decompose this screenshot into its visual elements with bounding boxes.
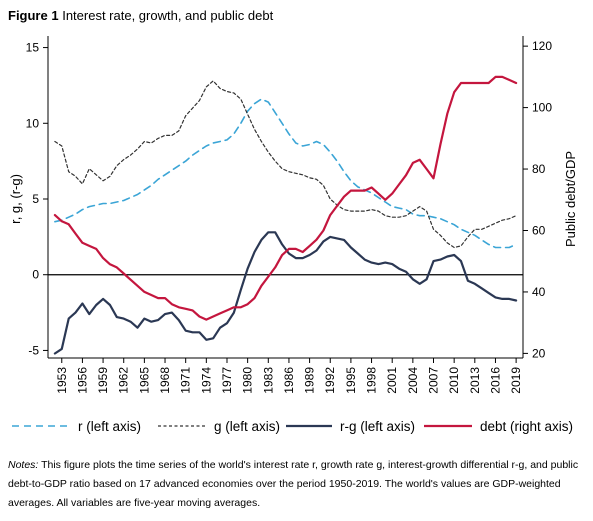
x-tick-label: 1971 xyxy=(179,367,193,394)
x-tick-label: 1992 xyxy=(323,367,337,394)
x-tick-label: 1953 xyxy=(55,367,69,394)
x-tick-label: 1980 xyxy=(241,367,255,394)
right-tick-label: 20 xyxy=(532,346,546,360)
series-layer xyxy=(53,75,518,355)
x-tick-label: 1986 xyxy=(282,367,296,394)
series-line-debt xyxy=(53,75,518,321)
series-line-rg xyxy=(53,231,518,355)
x-tick-label: 1959 xyxy=(96,367,110,394)
series-line-g xyxy=(54,80,517,249)
x-axis: 1953 1956 1959 1962 1965 1968 1971 1974 1977 1980… xyxy=(55,358,523,394)
left-tick-label: 0 xyxy=(32,268,39,282)
legend: r (left axis) g (left axis) r-g (left axis… xyxy=(12,419,573,434)
x-tick-label: 2013 xyxy=(468,367,482,394)
x-tick-label: 1965 xyxy=(137,367,151,394)
figure-label: Figure 1 xyxy=(8,8,59,23)
left-axis: -5 0 5 10 15 r, g, (r-g) xyxy=(8,41,48,357)
right-tick-label: 60 xyxy=(532,223,546,237)
notes-text: This figure plots the time series of the… xyxy=(8,459,579,509)
x-tick-label: 1998 xyxy=(365,367,379,394)
x-tick-label: 1956 xyxy=(75,367,89,394)
right-axis-title: Public debt/GDP xyxy=(563,151,578,247)
x-tick-label: 2016 xyxy=(488,367,502,394)
x-tick-label: 2004 xyxy=(406,367,420,394)
x-tick-label: 1968 xyxy=(158,367,172,394)
left-tick-label: -5 xyxy=(28,343,39,357)
legend-label-r: r (left axis) xyxy=(78,419,141,434)
chart: -5 0 5 10 15 r, g, (r-g) 20 40 60 80 100 120 Public… xyxy=(8,36,578,434)
right-tick-label: 80 xyxy=(532,162,546,176)
notes-label: Notes: xyxy=(8,459,39,471)
figure-title: Figure 1 Interest rate, growth, and publ… xyxy=(8,8,273,23)
legend-label-rg: r-g (left axis) xyxy=(340,419,415,434)
figure-title-text: Interest rate, growth, and public debt xyxy=(62,8,274,23)
x-tick-label: 1977 xyxy=(220,367,234,394)
right-axis: 20 40 60 80 100 120 Public debt/GDP xyxy=(523,39,578,360)
right-tick-label: 100 xyxy=(532,101,552,115)
left-tick-label: 10 xyxy=(26,116,40,130)
x-tick-label: 2007 xyxy=(427,367,441,394)
figure-notes: Notes: This figure plots the time series… xyxy=(8,456,583,513)
x-tick-label: 2010 xyxy=(447,367,461,394)
right-tick-label: 120 xyxy=(532,39,552,53)
legend-label-debt: debt (right axis) xyxy=(480,419,573,434)
left-axis-title: r, g, (r-g) xyxy=(8,174,23,224)
left-tick-label: 15 xyxy=(26,41,40,55)
plot-frame xyxy=(47,36,524,359)
x-tick-label: 2019 xyxy=(509,367,523,394)
x-tick-label: 1989 xyxy=(303,367,317,394)
x-tick-label: 1974 xyxy=(199,367,213,394)
x-tick-label: 2001 xyxy=(385,367,399,394)
series-line-r xyxy=(54,98,517,249)
x-tick-label: 1995 xyxy=(344,367,358,394)
x-tick-label: 1962 xyxy=(117,367,131,394)
right-tick-label: 40 xyxy=(532,285,546,299)
left-tick-label: 5 xyxy=(32,192,39,206)
legend-label-g: g (left axis) xyxy=(214,419,280,434)
x-tick-label: 1983 xyxy=(261,367,275,394)
